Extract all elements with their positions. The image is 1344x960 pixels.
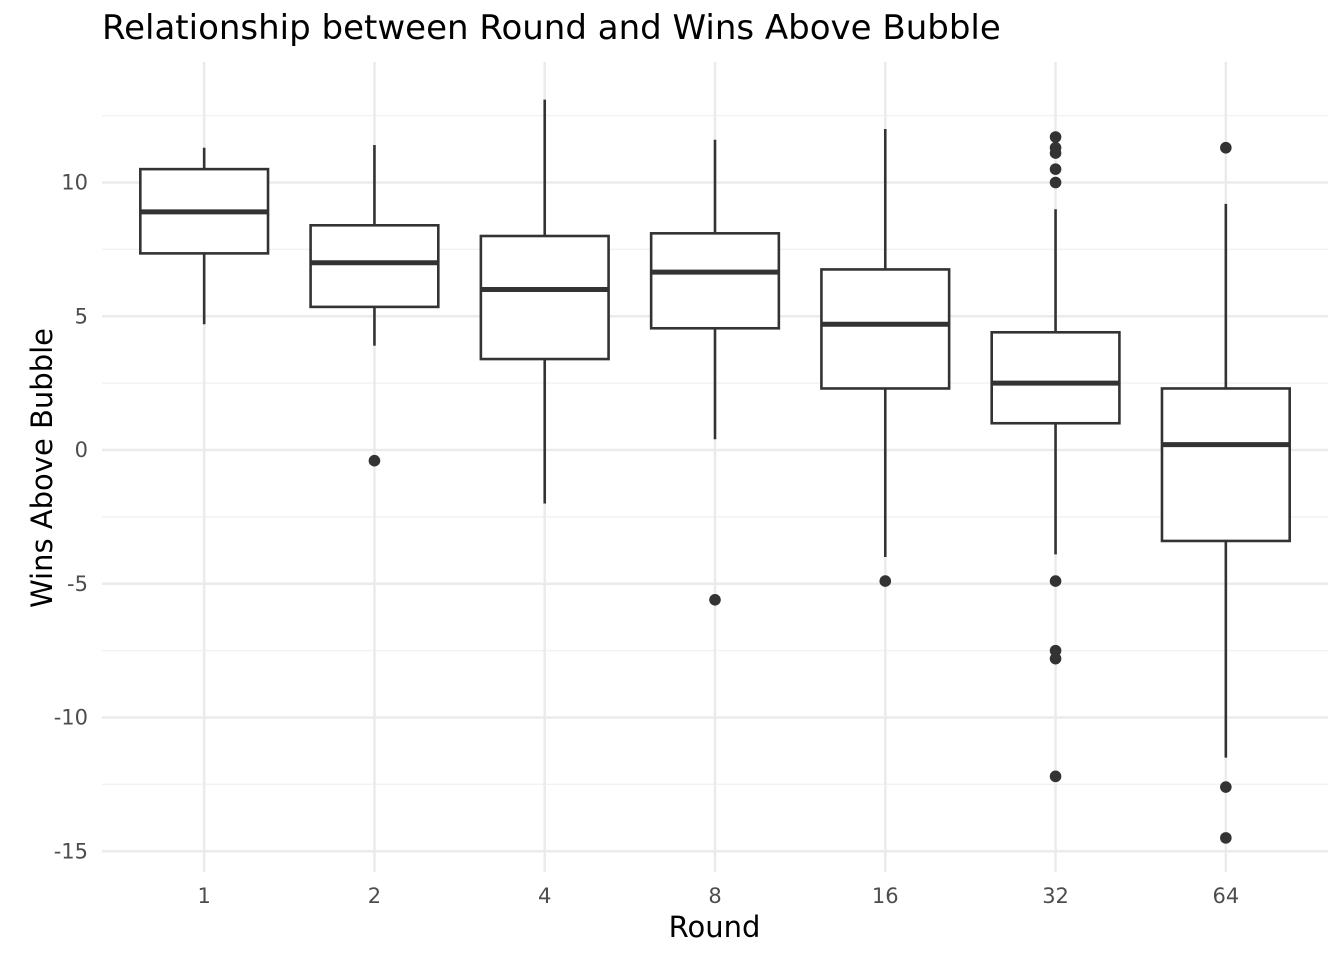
y-tick-label: -5 — [67, 572, 88, 596]
x-tick-label: 1 — [197, 884, 210, 908]
box-iqr — [990, 330, 1121, 425]
outlier-point — [1049, 163, 1062, 175]
box-iqr — [479, 234, 610, 361]
x-axis-title: Round — [668, 910, 761, 944]
outlier-point — [1220, 141, 1232, 154]
outlier-point — [879, 575, 892, 587]
y-tick-label: 10 — [61, 171, 88, 195]
x-tick-label: 16 — [872, 884, 899, 908]
box-iqr — [309, 224, 440, 309]
box-group-1 — [139, 147, 270, 325]
x-tick-label: 2 — [368, 884, 381, 908]
outlier-point — [1049, 575, 1062, 587]
box-group-16 — [820, 129, 951, 587]
y-tick-label: 5 — [75, 304, 88, 328]
outlier-point — [1220, 781, 1232, 793]
box-group-32 — [990, 131, 1121, 783]
outlier-point — [1049, 770, 1062, 783]
box-layer — [139, 99, 1291, 844]
y-tick-label: -15 — [54, 839, 88, 863]
outlier-point — [1049, 176, 1062, 189]
outlier-point — [1049, 644, 1062, 657]
box-group-2 — [309, 145, 440, 467]
chart-title: Relationship between Round and Wins Abov… — [102, 8, 1001, 48]
x-tick-label: 8 — [708, 884, 721, 908]
x-tick-label: 4 — [538, 884, 551, 908]
box-group-4 — [479, 99, 610, 504]
outlier-point — [1049, 147, 1062, 159]
box-iqr — [820, 268, 951, 390]
box-group-64 — [1160, 141, 1291, 844]
outlier-point — [1049, 131, 1062, 143]
outlier-point — [368, 454, 381, 467]
y-tick-label: 0 — [75, 438, 88, 462]
box-group-8 — [649, 139, 781, 606]
x-tick-label: 32 — [1042, 884, 1069, 908]
box-iqr — [1160, 387, 1291, 543]
outlier-point — [709, 594, 721, 606]
y-tick-label: -10 — [54, 706, 88, 730]
outlier-point — [1220, 832, 1232, 844]
outlier-point — [1049, 652, 1062, 665]
tick-layer: 10 5 0 -5 -10 -15 1 2 4 8 16 32 64 — [54, 171, 1240, 909]
box-iqr — [649, 232, 781, 330]
x-tick-label: 64 — [1212, 884, 1239, 908]
